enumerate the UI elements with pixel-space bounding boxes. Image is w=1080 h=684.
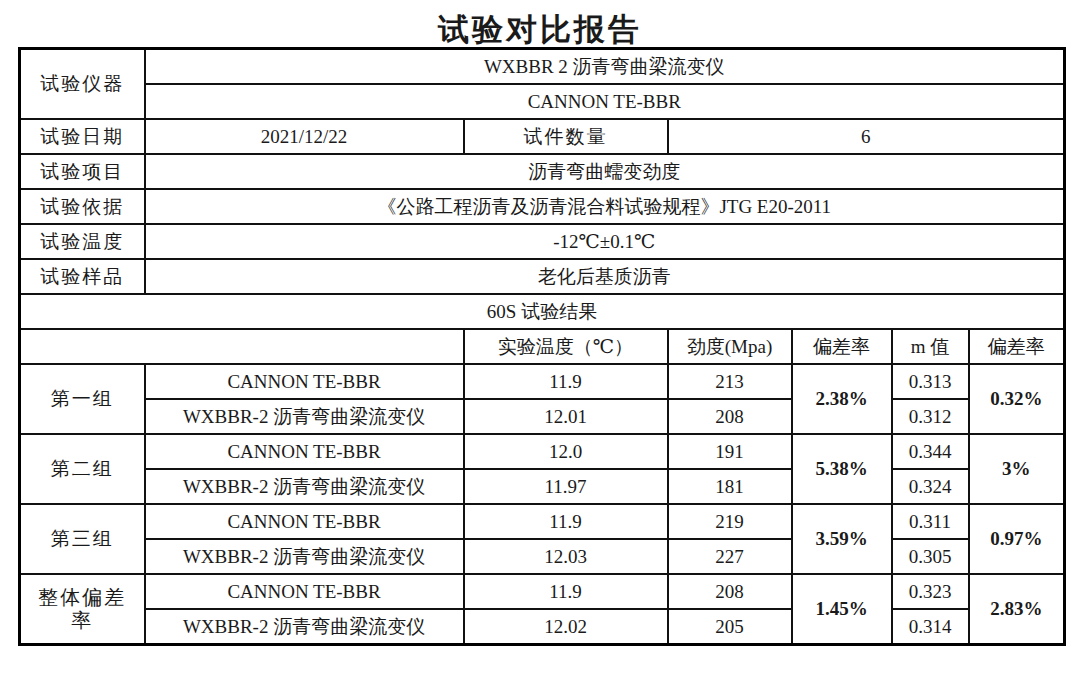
stiffness-cell: 208	[668, 399, 792, 434]
instrument-cell: WXBBR-2 沥青弯曲梁流变仪	[145, 609, 464, 645]
table-row: 试验样品 老化后基质沥青	[20, 259, 1065, 294]
m-value-cell: 0.323	[892, 574, 969, 609]
temperature-cell: 12.02	[464, 609, 668, 645]
instrument-cell: WXBBR-2 沥青弯曲梁流变仪	[145, 399, 464, 434]
table-row: 试验依据 《公路工程沥青及沥青混合料试验规程》JTG E20-2011	[20, 189, 1065, 224]
temperature-cell: 11.9	[464, 504, 668, 539]
temperature-cell: 12.03	[464, 539, 668, 574]
instrument-value-2: CANNON TE-BBR	[145, 84, 1065, 119]
item-label: 试验项目	[20, 154, 145, 189]
temperature-value: -12℃±0.1℃	[145, 224, 1065, 259]
instrument-cell: WXBBR-2 沥青弯曲梁流变仪	[145, 469, 464, 504]
table-row: WXBBR-2 沥青弯曲梁流变仪 11.97 181 0.324	[20, 469, 1065, 504]
stiffness-cell: 181	[668, 469, 792, 504]
m-value-cell: 0.312	[892, 399, 969, 434]
header-stiffness: 劲度(Mpa)	[668, 329, 792, 364]
instrument-cell: CANNON TE-BBR	[145, 364, 464, 399]
group-1-label: 第一组	[20, 364, 145, 434]
table-row: 试验项目 沥青弯曲蠕变劲度	[20, 154, 1065, 189]
basis-value: 《公路工程沥青及沥青混合料试验规程》JTG E20-2011	[145, 189, 1065, 224]
stiffness-deviation-cell: 5.38%	[792, 434, 892, 504]
temperature-cell: 12.01	[464, 399, 668, 434]
basis-label: 试验依据	[20, 189, 145, 224]
table-row: 第三组 CANNON TE-BBR 11.9 219 3.59% 0.311 0…	[20, 504, 1065, 539]
sample-value: 老化后基质沥青	[145, 259, 1065, 294]
m-value-cell: 0.324	[892, 469, 969, 504]
instrument-cell: WXBBR-2 沥青弯曲梁流变仪	[145, 539, 464, 574]
instrument-cell: CANNON TE-BBR	[145, 434, 464, 469]
results-section-title: 60S 试验结果	[20, 294, 1065, 329]
table-row: 第二组 CANNON TE-BBR 12.0 191 5.38% 0.344 3…	[20, 434, 1065, 469]
temperature-cell: 11.9	[464, 364, 668, 399]
stiffness-deviation-cell: 2.38%	[792, 364, 892, 434]
specimen-count-label: 试件数量	[464, 119, 668, 154]
instrument-value-1: WXBBR 2 沥青弯曲梁流变仪	[145, 49, 1065, 85]
m-value-cell: 0.311	[892, 504, 969, 539]
header-m-value: m 值	[892, 329, 969, 364]
date-value: 2021/12/22	[145, 119, 464, 154]
group-3-label: 第三组	[20, 504, 145, 574]
sample-label: 试验样品	[20, 259, 145, 294]
temperature-cell: 12.0	[464, 434, 668, 469]
group-overall-label: 整体偏差率	[20, 574, 145, 645]
header-m-deviation: 偏差率	[969, 329, 1065, 364]
stiffness-deviation-cell: 3.59%	[792, 504, 892, 574]
report-page: 试验对比报告 试验仪器 WXBBR 2 沥青弯曲梁流变仪 CANNON TE-B…	[0, 0, 1080, 684]
page-title: 试验对比报告	[0, 0, 1080, 47]
table-row: 整体偏差率 CANNON TE-BBR 11.9 208 1.45% 0.323…	[20, 574, 1065, 609]
m-deviation-cell: 0.97%	[969, 504, 1065, 574]
table-row: WXBBR-2 沥青弯曲梁流变仪 12.03 227 0.305	[20, 539, 1065, 574]
m-value-cell: 0.314	[892, 609, 969, 645]
date-label: 试验日期	[20, 119, 145, 154]
stiffness-cell: 205	[668, 609, 792, 645]
temperature-label: 试验温度	[20, 224, 145, 259]
stiffness-deviation-cell: 1.45%	[792, 574, 892, 645]
table-row: 第一组 CANNON TE-BBR 11.9 213 2.38% 0.313 0…	[20, 364, 1065, 399]
m-value-cell: 0.344	[892, 434, 969, 469]
m-deviation-cell: 2.83%	[969, 574, 1065, 645]
table-header-row: 实验温度（℃） 劲度(Mpa) 偏差率 m 值 偏差率	[20, 329, 1065, 364]
table-row: 60S 试验结果	[20, 294, 1065, 329]
instrument-label: 试验仪器	[20, 49, 145, 120]
m-deviation-cell: 0.32%	[969, 364, 1065, 434]
temperature-cell: 11.9	[464, 574, 668, 609]
group-overall-label-text: 整体偏差率	[37, 586, 127, 632]
temperature-cell: 11.97	[464, 469, 668, 504]
table-row: 试验仪器 WXBBR 2 沥青弯曲梁流变仪	[20, 49, 1065, 85]
instrument-cell: CANNON TE-BBR	[145, 504, 464, 539]
header-empty-cell	[20, 329, 464, 364]
table-row: 试验日期 2021/12/22 试件数量 6	[20, 119, 1065, 154]
item-value: 沥青弯曲蠕变劲度	[145, 154, 1065, 189]
stiffness-cell: 191	[668, 434, 792, 469]
m-deviation-cell: 3%	[969, 434, 1065, 504]
stiffness-cell: 213	[668, 364, 792, 399]
specimen-count-value: 6	[668, 119, 1065, 154]
stiffness-cell: 227	[668, 539, 792, 574]
m-value-cell: 0.313	[892, 364, 969, 399]
table-row: WXBBR-2 沥青弯曲梁流变仪 12.02 205 0.314	[20, 609, 1065, 645]
report-table: 试验仪器 WXBBR 2 沥青弯曲梁流变仪 CANNON TE-BBR 试验日期…	[18, 47, 1066, 646]
header-stiffness-deviation: 偏差率	[792, 329, 892, 364]
table-row: CANNON TE-BBR	[20, 84, 1065, 119]
m-value-cell: 0.305	[892, 539, 969, 574]
table-row: WXBBR-2 沥青弯曲梁流变仪 12.01 208 0.312	[20, 399, 1065, 434]
table-row: 试验温度 -12℃±0.1℃	[20, 224, 1065, 259]
header-temperature: 实验温度（℃）	[464, 329, 668, 364]
stiffness-cell: 219	[668, 504, 792, 539]
stiffness-cell: 208	[668, 574, 792, 609]
group-2-label: 第二组	[20, 434, 145, 504]
instrument-cell: CANNON TE-BBR	[145, 574, 464, 609]
